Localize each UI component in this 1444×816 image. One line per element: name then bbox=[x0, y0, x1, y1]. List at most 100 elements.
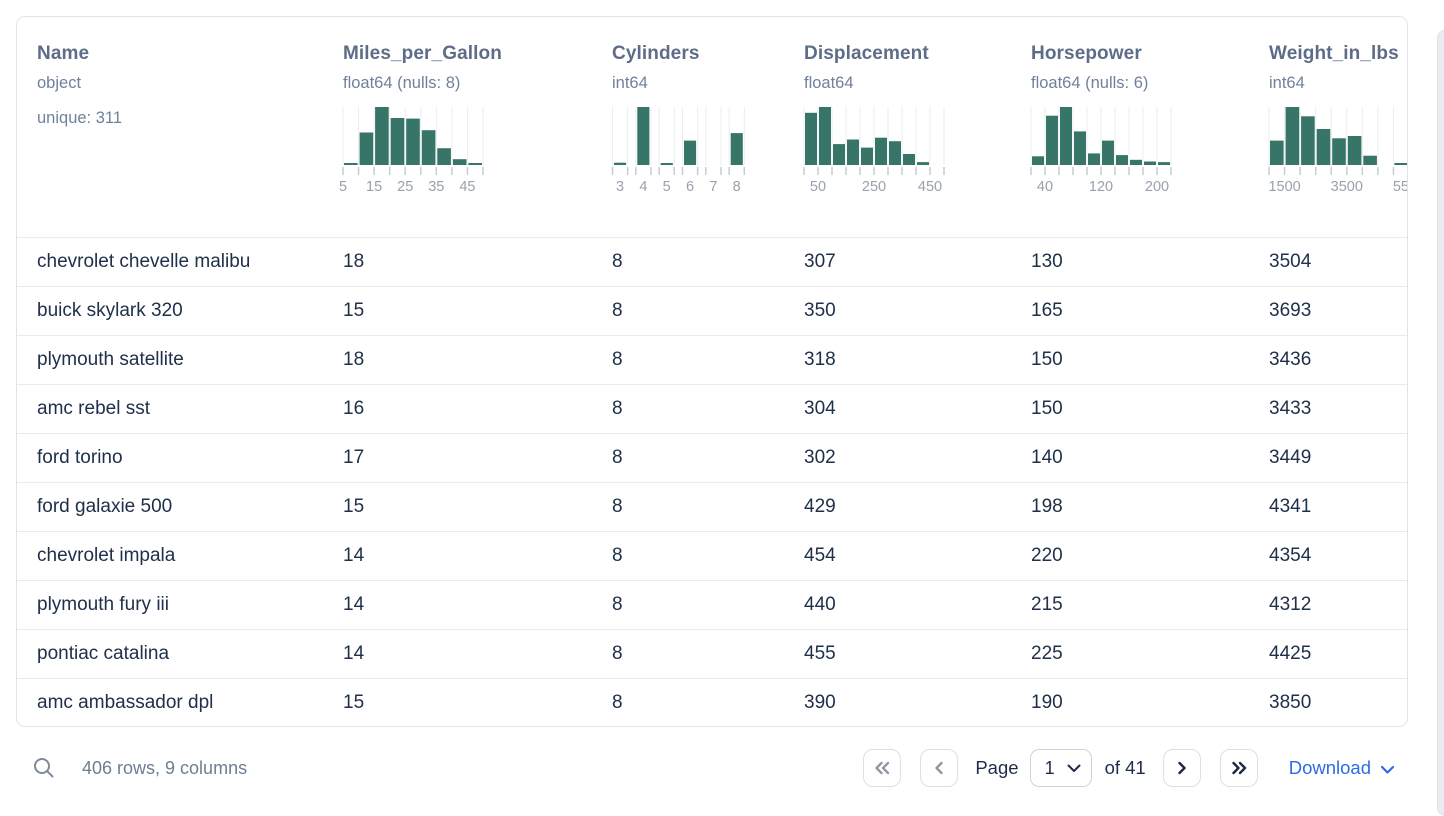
table-cell: 3693 bbox=[1269, 300, 1312, 321]
table-row: pontiac catalina 14 8 455 225 4425 bbox=[17, 629, 1407, 678]
column-header[interactable]: Displacement float64 50 250 450 bbox=[784, 17, 1011, 237]
table-cell: 16 bbox=[343, 398, 365, 419]
table-cell: 8 bbox=[612, 251, 623, 272]
svg-text:120: 120 bbox=[1089, 179, 1113, 195]
table-cell: ford galaxie 500 bbox=[37, 496, 173, 517]
table-row: chevrolet impala 14 8 454 220 4354 bbox=[17, 531, 1407, 580]
first-page-button[interactable] bbox=[863, 749, 902, 787]
column-title: Miles_per_Gallon bbox=[343, 43, 502, 64]
table-body: chevrolet chevelle malibu 18 8 307 130 3504 bu… bbox=[17, 237, 1407, 726]
svg-text:5: 5 bbox=[663, 179, 671, 195]
column-histogram[interactable]: 40 120 200 bbox=[1030, 107, 1172, 199]
table-row: ford galaxie 500 15 8 429 198 4341 bbox=[17, 482, 1407, 531]
table-cell: amc rebel sst bbox=[37, 398, 150, 419]
table-cell: 3436 bbox=[1269, 349, 1312, 370]
table-cell: 15 bbox=[343, 496, 365, 517]
column-type: int64 bbox=[1269, 74, 1305, 92]
download-button[interactable]: Download bbox=[1289, 757, 1395, 779]
table-row: buick skylark 320 15 8 350 165 3693 bbox=[17, 286, 1407, 335]
table-cell: 440 bbox=[804, 594, 836, 615]
svg-text:3: 3 bbox=[616, 179, 624, 195]
column-header[interactable]: Weight_in_lbs int64 1500 3500 5500 bbox=[1249, 17, 1408, 237]
next-page-button[interactable] bbox=[1162, 749, 1201, 787]
column-histogram[interactable]: 5 15 25 35 45 bbox=[339, 107, 484, 199]
table-cell: plymouth satellite bbox=[37, 349, 184, 370]
table-cell: 3850 bbox=[1269, 692, 1312, 713]
table-row: amc rebel sst 16 8 304 150 3433 bbox=[17, 384, 1407, 433]
table-cell: 15 bbox=[343, 692, 365, 713]
table-cell: 4312 bbox=[1269, 594, 1312, 615]
column-type: float64 bbox=[804, 74, 854, 92]
table-cell: 18 bbox=[343, 349, 365, 370]
column-type: int64 bbox=[612, 74, 648, 92]
svg-text:450: 450 bbox=[918, 179, 942, 195]
table-row: ford torino 17 8 302 140 3449 bbox=[17, 433, 1407, 482]
column-title: Displacement bbox=[804, 43, 929, 64]
column-type: object bbox=[37, 74, 82, 92]
chevron-right-icon bbox=[1178, 761, 1186, 775]
svg-text:250: 250 bbox=[862, 179, 886, 195]
svg-text:200: 200 bbox=[1145, 179, 1169, 195]
column-header[interactable]: Horsepower float64 (nulls: 6) 40 120 200 bbox=[1011, 17, 1249, 237]
table-cell: 3449 bbox=[1269, 447, 1312, 468]
row-count-summary: 406 rows, 9 columns bbox=[82, 757, 248, 778]
last-page-button[interactable] bbox=[1219, 749, 1258, 787]
page-select[interactable]: 1 bbox=[1029, 749, 1092, 787]
table-cell: 220 bbox=[1031, 545, 1063, 566]
table-cell: 302 bbox=[804, 447, 836, 468]
table-cell: 4354 bbox=[1269, 545, 1312, 566]
table-cell: 8 bbox=[612, 594, 623, 615]
column-header[interactable]: Name object unique: 311 bbox=[17, 17, 323, 237]
table-cell: amc ambassador dpl bbox=[37, 692, 214, 713]
table-cell: 8 bbox=[612, 447, 623, 468]
svg-text:40: 40 bbox=[1037, 179, 1053, 195]
table-cell: 318 bbox=[804, 349, 836, 370]
search-icon[interactable] bbox=[32, 756, 56, 780]
column-title: Horsepower bbox=[1031, 43, 1142, 64]
prev-page-button[interactable] bbox=[920, 749, 959, 787]
table-cell: 8 bbox=[612, 300, 623, 321]
column-histogram[interactable]: 1500 3500 5500 bbox=[1268, 107, 1408, 199]
page-select-value: 1 bbox=[1044, 757, 1055, 778]
svg-text:35: 35 bbox=[428, 179, 444, 195]
double-chevron-left-icon bbox=[875, 761, 890, 775]
table-cell: 198 bbox=[1031, 496, 1063, 517]
table-cell: 215 bbox=[1031, 594, 1063, 615]
table-cell: 4341 bbox=[1269, 496, 1312, 517]
svg-text:4: 4 bbox=[639, 179, 647, 195]
table-cell: 190 bbox=[1031, 692, 1063, 713]
download-label: Download bbox=[1288, 757, 1371, 778]
column-histogram[interactable]: 50 250 450 bbox=[803, 107, 945, 199]
chevron-left-icon bbox=[935, 761, 943, 775]
table-cell: 140 bbox=[1031, 447, 1063, 468]
table-cell: 18 bbox=[343, 251, 365, 272]
table-cell: 304 bbox=[804, 398, 836, 419]
table-cell: pontiac catalina bbox=[37, 643, 170, 664]
table-cell: 429 bbox=[804, 496, 836, 517]
svg-text:6: 6 bbox=[686, 179, 694, 195]
svg-text:5: 5 bbox=[339, 179, 347, 195]
table-cell: 3504 bbox=[1269, 251, 1312, 272]
table-cell: 8 bbox=[612, 692, 623, 713]
table-cell: 14 bbox=[343, 545, 365, 566]
table-row: chevrolet chevelle malibu 18 8 307 130 3504 bbox=[17, 237, 1407, 286]
table-cell: 17 bbox=[343, 447, 365, 468]
table-cell: 8 bbox=[612, 643, 623, 664]
table-cell: 14 bbox=[343, 594, 365, 615]
column-title: Cylinders bbox=[612, 43, 700, 64]
table-cell: 225 bbox=[1031, 643, 1063, 664]
table-cell: 307 bbox=[804, 251, 836, 272]
page-total-label: of 41 bbox=[1104, 757, 1146, 778]
table-row: plymouth satellite 18 8 318 150 3436 bbox=[17, 335, 1407, 384]
svg-text:5500: 5500 bbox=[1393, 179, 1408, 195]
table-cell: 8 bbox=[612, 545, 623, 566]
column-header[interactable]: Miles_per_Gallon float64 (nulls: 8) 5 15 25 3… bbox=[323, 17, 592, 237]
table-row: amc ambassador dpl 15 8 390 190 3850 bbox=[17, 678, 1407, 726]
table-cell: 8 bbox=[612, 496, 623, 517]
data-table-card: Name object unique: 311 Miles_per_Gallon flo… bbox=[16, 16, 1408, 727]
column-unique-count: unique: 311 bbox=[37, 109, 123, 127]
svg-text:7: 7 bbox=[709, 179, 717, 195]
table-cell: 150 bbox=[1031, 349, 1063, 370]
column-header[interactable]: Cylinders int64 3 4 5 6 7 8 bbox=[592, 17, 784, 237]
